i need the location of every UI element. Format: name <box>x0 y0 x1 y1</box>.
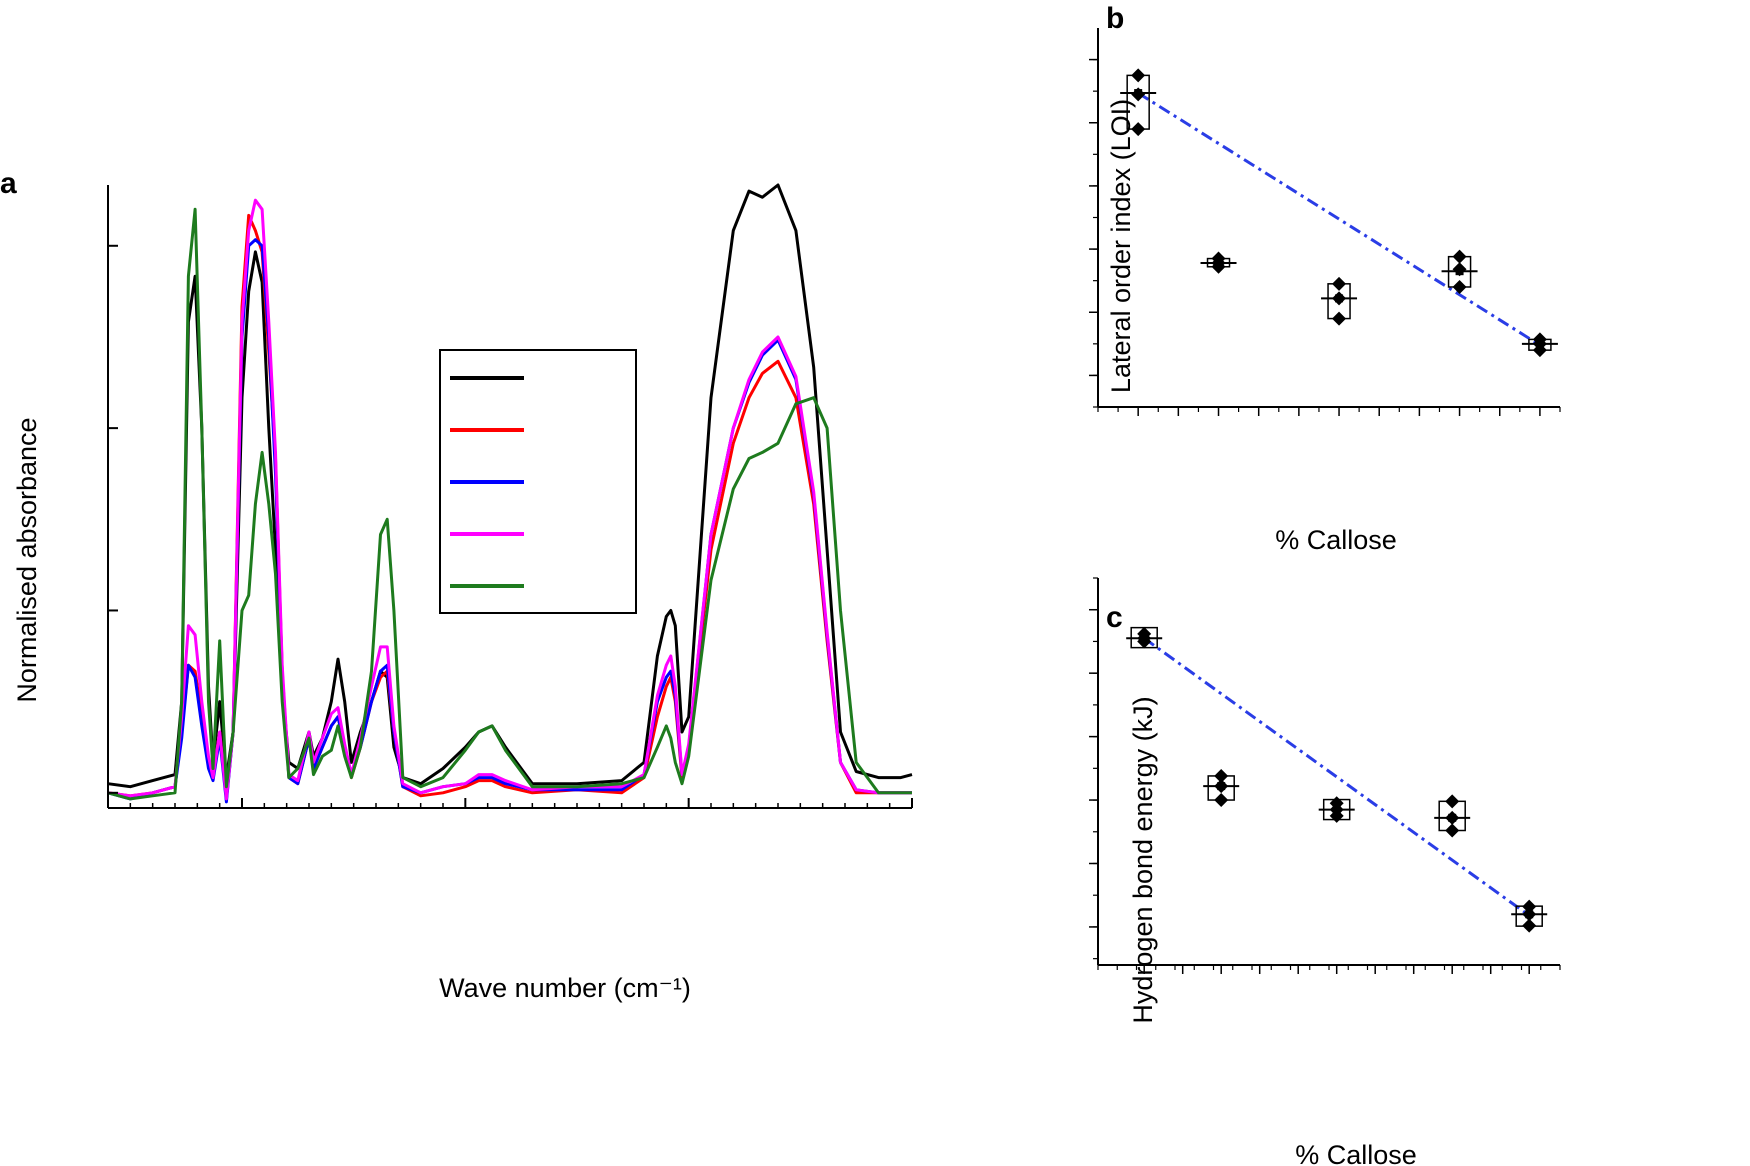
data-point <box>1522 899 1537 914</box>
mean-marker <box>1217 782 1226 791</box>
data-point <box>1131 122 1146 137</box>
mean-marker <box>1448 813 1457 822</box>
data-point <box>1445 794 1460 809</box>
data-point <box>1522 918 1537 933</box>
data-point <box>1445 823 1460 838</box>
panel-a: a Wave number (cm⁻¹) Normalised absorban… <box>0 167 913 1003</box>
mean-marker <box>1535 339 1544 348</box>
panel-c-letter: c <box>1106 601 1123 634</box>
panel-b-x-axis-title: % Callose <box>1275 525 1397 555</box>
data-point <box>1332 276 1347 291</box>
data-point <box>1214 768 1229 783</box>
data-point <box>1452 249 1467 264</box>
series-line-80pct <box>107 198 912 801</box>
panel-b-letter: b <box>1106 2 1124 35</box>
mean-marker <box>1335 294 1344 303</box>
data-point <box>1214 793 1229 808</box>
panel-b-trend-line <box>1137 91 1541 347</box>
mean-marker <box>1140 634 1149 643</box>
series-line-100pct <box>107 207 912 801</box>
panel-a-x-axis-title: Wave number (cm⁻¹) <box>439 973 691 1003</box>
panel-c-x-axis-title: % Callose <box>1295 1140 1417 1166</box>
mean-marker <box>1332 805 1341 814</box>
data-point <box>1131 68 1146 83</box>
panel-a-letter: a <box>0 167 17 200</box>
data-point <box>1452 279 1467 294</box>
data-point <box>1332 311 1347 326</box>
panel-c: c % Callose Hydrogen bond energy (kJ) <box>1089 577 1561 1166</box>
mean-marker <box>1455 267 1464 276</box>
mean-marker <box>1214 258 1223 267</box>
panel-b: b % Callose Lateral order index (LOI) <box>1089 2 1561 555</box>
panel-a-y-axis-title: Normalised absorbance <box>12 417 42 702</box>
panel-b-y-axis-title: Lateral order index (LOI) <box>1106 99 1136 393</box>
mean-marker <box>1525 910 1534 919</box>
mean-marker <box>1134 89 1143 98</box>
panel-c-trend-line <box>1143 637 1531 917</box>
panel-c-y-axis-title: Hydrogen bond energy (kJ) <box>1128 696 1158 1023</box>
legend <box>439 349 637 614</box>
